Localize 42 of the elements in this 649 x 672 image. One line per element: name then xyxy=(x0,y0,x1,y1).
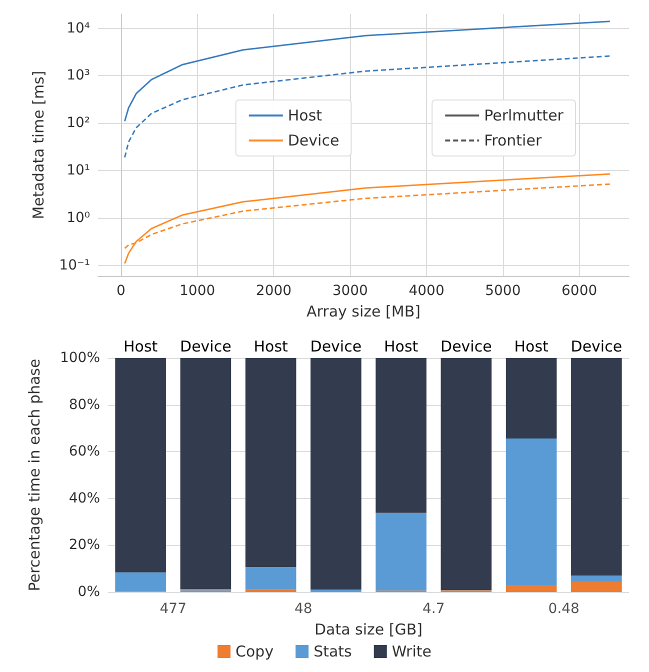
text: 0.48 xyxy=(548,601,580,617)
legend-label: Host xyxy=(288,106,322,124)
legend-label: Stats xyxy=(314,642,352,660)
x-tick-label: 6000 xyxy=(562,283,598,299)
y-tick-label: 80% xyxy=(68,396,100,413)
y-tick-label: 10² xyxy=(66,115,90,132)
legend-label: Frontier xyxy=(484,132,542,150)
x-axis-title: Array size [MB] xyxy=(306,302,420,320)
y-tick-label: 20% xyxy=(68,537,100,554)
x-tick-label: Device xyxy=(180,338,232,356)
x-tick-label: 1000 xyxy=(180,283,216,299)
text: 48 xyxy=(294,601,312,617)
legend-label: Copy xyxy=(236,642,274,660)
y-axis-title: Percentage time in each phase xyxy=(26,358,44,592)
x-tick-label: Host xyxy=(514,338,549,356)
x-tick-label: 3000 xyxy=(332,283,368,299)
x-tick-label: Host xyxy=(384,338,418,356)
y-tick-label: 40% xyxy=(68,490,100,506)
y-tick-label: 10⁰ xyxy=(66,210,90,226)
y-tick-label: 0% xyxy=(78,584,100,600)
legend-label: Write xyxy=(392,642,432,660)
x-tick-label: Device xyxy=(310,338,362,356)
x-tick-label: 0 xyxy=(116,283,126,299)
y-tick-label: 100% xyxy=(60,350,100,366)
text: 4.7 xyxy=(422,601,445,617)
x-tick-label: Device xyxy=(570,338,622,356)
legend-label: Device xyxy=(288,132,340,150)
y-tick-label: 10³ xyxy=(66,68,90,84)
x-tick-label: 5000 xyxy=(485,283,521,299)
x-tick-label: Device xyxy=(440,338,492,356)
x-tick-label: 4000 xyxy=(408,283,444,299)
y-tick-label: 10⁻¹ xyxy=(59,257,90,274)
y-tick-label: 10¹ xyxy=(66,162,90,179)
x-tick-label: Host xyxy=(123,338,158,356)
text: 477 xyxy=(160,601,186,617)
x-axis-title: Data size [GB] xyxy=(314,620,423,638)
x-tick-label: Host xyxy=(254,338,288,356)
y-tick-label: 10⁴ xyxy=(66,20,90,36)
y-axis-title: Metadata time [ms] xyxy=(30,70,48,220)
x-tick-label: 2000 xyxy=(256,283,292,299)
y-tick-label: 60% xyxy=(68,444,100,460)
legend-label: Perlmutter xyxy=(484,106,564,124)
